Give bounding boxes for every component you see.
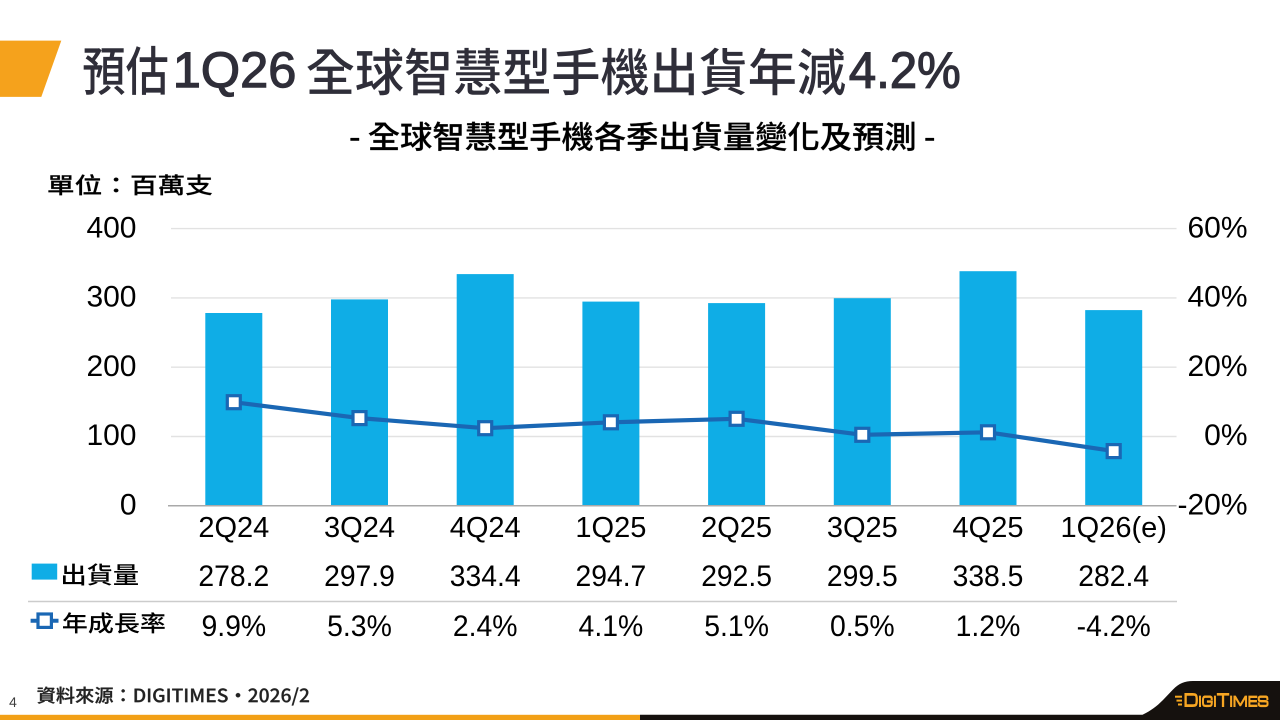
- svg-text:4Q24: 4Q24: [450, 512, 521, 544]
- svg-text:334.4: 334.4: [450, 560, 521, 593]
- svg-text:200: 200: [86, 350, 136, 383]
- svg-text:1.2%: 1.2%: [956, 610, 1021, 643]
- svg-text:338.5: 338.5: [953, 560, 1024, 593]
- svg-text:292.5: 292.5: [701, 560, 772, 593]
- svg-text:2Q24: 2Q24: [198, 512, 269, 544]
- svg-text:2.4%: 2.4%: [453, 610, 518, 643]
- svg-text:3Q25: 3Q25: [827, 512, 898, 544]
- svg-text:1Q26(e): 1Q26(e): [1061, 512, 1167, 544]
- svg-text:5.3%: 5.3%: [327, 610, 392, 643]
- svg-text:297.9: 297.9: [324, 560, 395, 593]
- svg-text:300: 300: [86, 281, 136, 314]
- svg-text:3Q24: 3Q24: [324, 512, 395, 544]
- svg-text:294.7: 294.7: [576, 560, 647, 593]
- svg-text:5.1%: 5.1%: [704, 610, 769, 643]
- svg-text:282.4: 282.4: [1078, 560, 1149, 593]
- svg-text:0%: 0%: [1204, 419, 1247, 452]
- svg-text:0.5%: 0.5%: [830, 610, 895, 643]
- svg-text:400: 400: [86, 211, 136, 244]
- svg-text:-20%: -20%: [1177, 489, 1247, 522]
- svg-text:278.2: 278.2: [198, 560, 269, 593]
- svg-text:20%: 20%: [1187, 350, 1247, 383]
- svg-text:4Q25: 4Q25: [953, 512, 1024, 544]
- svg-text:2Q25: 2Q25: [701, 512, 772, 544]
- svg-text:0: 0: [120, 489, 137, 522]
- svg-text:4.1%: 4.1%: [579, 610, 644, 643]
- svg-text:100: 100: [86, 419, 136, 452]
- svg-text:60%: 60%: [1187, 211, 1247, 244]
- svg-text:1Q25: 1Q25: [575, 512, 646, 544]
- svg-text:40%: 40%: [1187, 281, 1247, 314]
- svg-text:9.9%: 9.9%: [201, 610, 266, 643]
- svg-text:-4.2%: -4.2%: [1077, 610, 1151, 643]
- svg-text:299.5: 299.5: [827, 560, 898, 593]
